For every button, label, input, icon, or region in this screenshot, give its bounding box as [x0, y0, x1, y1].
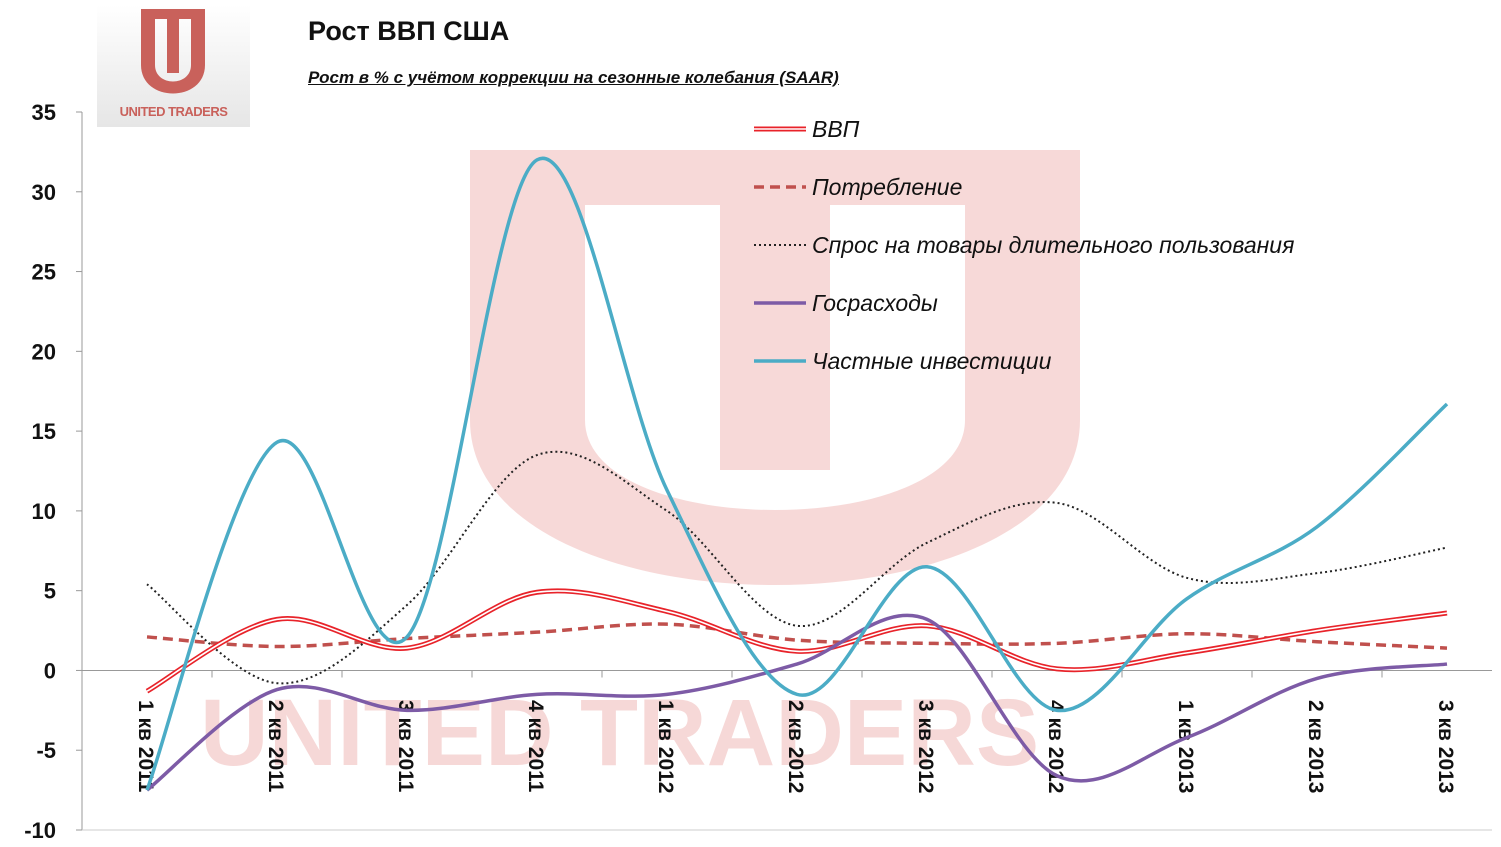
x-tick-label: 2 кв 2013 — [1304, 700, 1327, 794]
logo-text: UNITED TRADERS — [119, 104, 228, 119]
y-tick-label: -5 — [36, 738, 56, 763]
chart-subtitle: Рост в % с учётом коррекции на сезонные … — [308, 68, 839, 87]
y-tick-label: 35 — [32, 100, 56, 125]
y-tick-label: -10 — [24, 818, 56, 843]
logo: UNITED TRADERS — [97, 5, 250, 127]
x-tick-label: 3 кв 2013 — [1434, 700, 1457, 794]
y-tick-label: 5 — [44, 579, 56, 604]
x-tick-label: 3 кв 2011 — [394, 700, 417, 793]
series-line-3 — [145, 613, 1448, 792]
series-group — [145, 156, 1449, 792]
y-tick-label: 30 — [32, 180, 56, 205]
watermark-logo: UNITED TRADERS — [200, 150, 1080, 786]
logo-u-icon — [141, 9, 205, 94]
y-tick-label: 25 — [32, 260, 56, 285]
axes: 35 30 25 20 15 10 5 0 -5 -10 1 кв 2011 2 кв 2011 3 к… — [24, 100, 1492, 843]
series-line-0-inner — [146, 590, 1448, 692]
legend: ВВП Потребление Спрос на товары длительног… — [754, 116, 1294, 374]
legend-label: Спрос на товары длительного пользования — [812, 232, 1294, 258]
y-tick-label: 10 — [32, 499, 56, 524]
y-tick-label: 15 — [32, 419, 56, 444]
x-tick-label: 1 кв 2011 — [134, 700, 157, 793]
x-tick-label: 2 кв 2011 — [264, 700, 287, 793]
watermark-text: UNITED TRADERS — [200, 680, 1039, 786]
x-tick-label: 2 кв 2012 — [784, 700, 807, 794]
legend-label: Госрасходы — [812, 290, 938, 316]
y-tick-label: 0 — [44, 658, 56, 683]
x-tick-label: 4 кв 2011 — [524, 700, 547, 793]
y-tick-label: 20 — [32, 339, 56, 364]
x-tick-label: 1 кв 2013 — [1174, 700, 1197, 794]
legend-label: ВВП — [812, 116, 860, 142]
legend-label: Потребление — [812, 174, 962, 200]
x-tick-label: 1 кв 2012 — [654, 700, 677, 794]
x-tick-label: 3 кв 2012 — [914, 700, 937, 794]
chart-title: Рост ВВП США — [308, 16, 510, 46]
series-line-4 — [145, 156, 1449, 791]
legend-label: Частные инвестиции — [812, 348, 1052, 374]
series-line-1 — [146, 622, 1448, 650]
